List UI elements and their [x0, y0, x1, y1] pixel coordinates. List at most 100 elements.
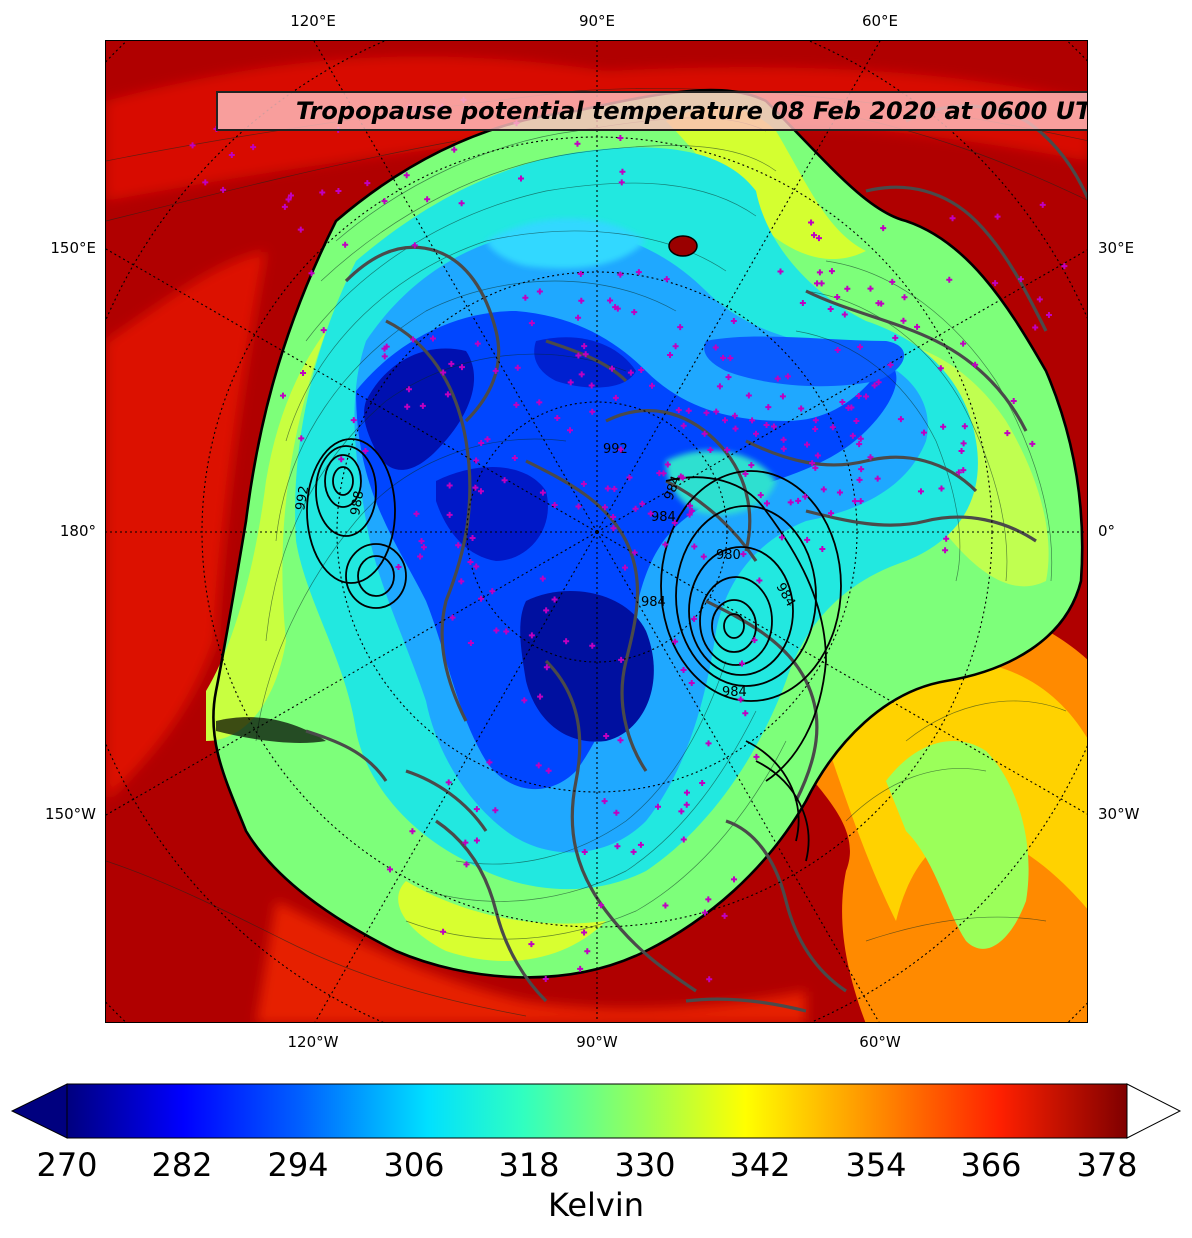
station-marker	[1036, 296, 1043, 303]
station-marker	[667, 351, 674, 358]
station-marker	[892, 334, 899, 341]
station-marker	[575, 314, 582, 321]
station-marker	[473, 563, 480, 570]
station-marker	[834, 347, 841, 354]
colorbar-tick-270: 270	[36, 1146, 98, 1184]
station-marker	[844, 285, 851, 292]
vortex-blue-core	[356, 311, 897, 790]
station-marker	[473, 457, 480, 464]
station-marker	[774, 375, 781, 382]
cutoff-low-red	[668, 235, 698, 257]
station-marker	[446, 482, 453, 489]
station-marker	[440, 928, 447, 935]
station-marker	[492, 367, 499, 374]
station-marker	[917, 488, 924, 495]
station-marker	[554, 414, 561, 421]
station-marker	[874, 475, 881, 482]
colorbar	[10, 1083, 1182, 1139]
station-marker	[537, 693, 544, 700]
station-marker	[577, 965, 584, 972]
station-marker	[631, 309, 638, 316]
station-marker	[410, 336, 417, 343]
station-marker	[647, 510, 654, 517]
lon-label-left-180: 180°	[59, 522, 96, 540]
map-panel[interactable]: 992 988 992 984 984 980 984 984 984	[105, 40, 1088, 1023]
station-marker	[751, 637, 758, 644]
station-marker	[445, 779, 452, 786]
station-marker	[578, 371, 585, 378]
colorbar-gradient	[66, 1083, 1128, 1139]
station-marker	[467, 559, 474, 566]
station-marker	[618, 179, 625, 186]
station-marker	[417, 553, 424, 560]
station-marker	[688, 679, 695, 686]
graticule	[106, 41, 1087, 1022]
colorbar-tick-378: 378	[1076, 1146, 1138, 1184]
station-marker	[528, 632, 535, 639]
station-marker	[381, 345, 388, 352]
station-marker	[589, 408, 596, 415]
lon-label-bottom-90w: 90°W	[576, 1033, 618, 1051]
station-marker	[424, 196, 431, 203]
pressure-label-2: 988	[348, 490, 367, 517]
station-marker	[745, 392, 752, 399]
station-markers	[189, 96, 1068, 983]
station-marker	[279, 392, 286, 399]
station-marker	[706, 976, 713, 983]
station-marker	[395, 563, 402, 570]
station-marker	[713, 408, 720, 415]
station-marker	[765, 404, 772, 411]
station-marker	[551, 502, 558, 509]
station-marker	[444, 391, 451, 398]
station-marker	[679, 474, 686, 481]
station-marker	[685, 407, 692, 414]
station-marker	[589, 642, 596, 649]
station-marker	[627, 369, 634, 376]
station-marker	[535, 762, 542, 769]
station-marker	[474, 340, 481, 347]
station-marker	[584, 948, 591, 955]
station-marker	[856, 476, 863, 483]
station-marker	[858, 466, 865, 473]
station-marker	[749, 417, 756, 424]
station-marker	[601, 504, 608, 511]
station-marker	[901, 294, 908, 301]
station-marker	[446, 511, 453, 518]
station-marker	[1039, 201, 1046, 208]
station-marker	[943, 535, 950, 542]
station-marker	[563, 638, 570, 645]
station-marker	[787, 499, 794, 506]
station-marker	[675, 407, 682, 414]
station-marker	[545, 767, 552, 774]
station-marker	[364, 180, 371, 187]
station-marker	[753, 753, 760, 760]
station-marker	[626, 474, 633, 481]
station-marker	[622, 564, 629, 571]
dark-streak-west	[216, 717, 326, 743]
station-marker	[202, 179, 209, 186]
station-marker	[740, 551, 747, 558]
station-marker	[712, 344, 719, 351]
station-marker	[429, 335, 436, 342]
station-marker	[581, 929, 588, 936]
station-marker	[581, 848, 588, 855]
station-marker	[763, 422, 770, 429]
station-marker	[582, 351, 589, 358]
station-marker	[637, 841, 644, 848]
station-marker	[463, 861, 470, 868]
vortex-yellowgreen-west	[206, 331, 326, 741]
station-marker	[804, 441, 811, 448]
station-marker	[887, 361, 894, 368]
station-marker	[812, 426, 819, 433]
station-marker	[960, 467, 967, 474]
station-marker	[492, 807, 499, 814]
station-marker	[518, 175, 525, 182]
station-marker	[664, 461, 671, 468]
station-marker	[816, 269, 823, 276]
station-marker	[581, 343, 588, 350]
station-marker	[851, 498, 858, 505]
red-band-south	[256, 901, 806, 1022]
station-marker	[501, 477, 508, 484]
station-marker	[617, 737, 624, 744]
station-marker	[612, 394, 619, 401]
